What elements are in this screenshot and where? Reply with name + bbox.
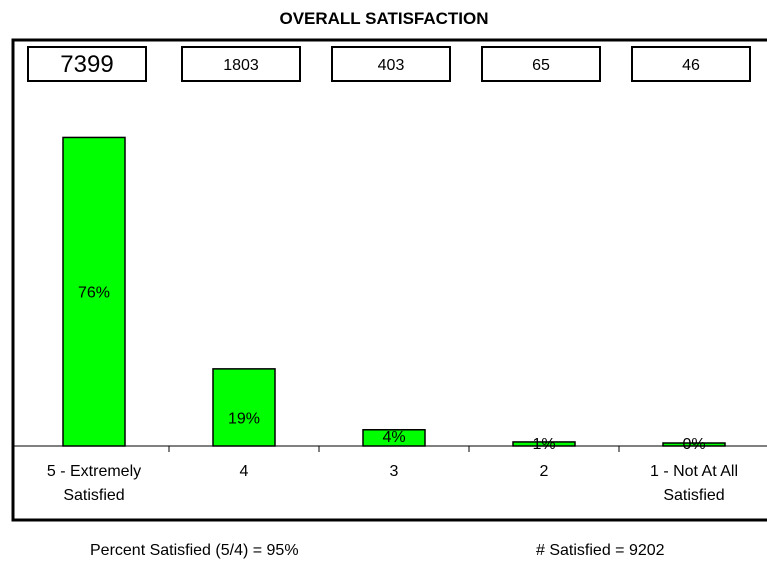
chart-title: OVERALL SATISFACTION (279, 9, 488, 28)
count-value: 1803 (223, 57, 259, 74)
count-value: 7399 (60, 51, 113, 78)
bar (212, 368, 276, 447)
bar (62, 136, 126, 447)
count-box (331, 46, 451, 82)
category-label: Satisfied (663, 487, 724, 504)
num-satisfied-text: # Satisfied = 9202 (536, 542, 665, 559)
data-label: 76% (78, 285, 110, 302)
plot-frame (11, 38, 767, 522)
count-value: 65 (532, 57, 550, 74)
count-value: 403 (378, 57, 405, 74)
category-label: 1 - Not At All (650, 463, 738, 480)
data-label: 1% (532, 436, 555, 453)
data-label: 19% (228, 410, 260, 427)
data-label: 0% (682, 436, 705, 453)
percent-satisfied-text: Percent Satisfied (5/4) = 95% (90, 542, 299, 559)
count-box (27, 46, 147, 82)
data-label: 4% (382, 429, 405, 446)
count-box (481, 46, 601, 82)
category-label: Satisfied (63, 487, 124, 504)
category-label: 3 (390, 463, 399, 480)
category-label: 5 - Extremely (47, 463, 141, 480)
category-label: 4 (240, 463, 249, 480)
category-label: 2 (540, 463, 549, 480)
count-box (631, 46, 751, 82)
count-value: 46 (682, 57, 700, 74)
count-box (181, 46, 301, 82)
